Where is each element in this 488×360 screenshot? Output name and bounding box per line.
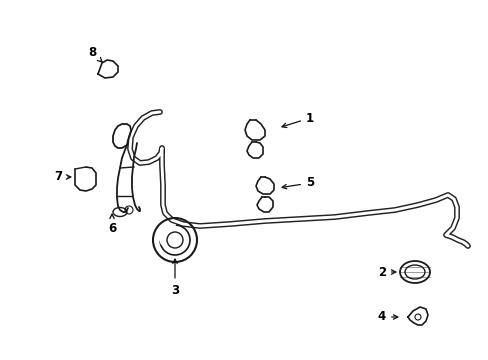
Text: 8: 8 xyxy=(88,45,102,62)
Text: 5: 5 xyxy=(282,176,313,189)
Text: 6: 6 xyxy=(108,214,116,234)
Text: 3: 3 xyxy=(171,259,179,297)
Text: 2: 2 xyxy=(377,266,395,279)
Text: 7: 7 xyxy=(54,171,71,184)
Text: 4: 4 xyxy=(377,310,397,324)
Text: 1: 1 xyxy=(282,112,313,127)
